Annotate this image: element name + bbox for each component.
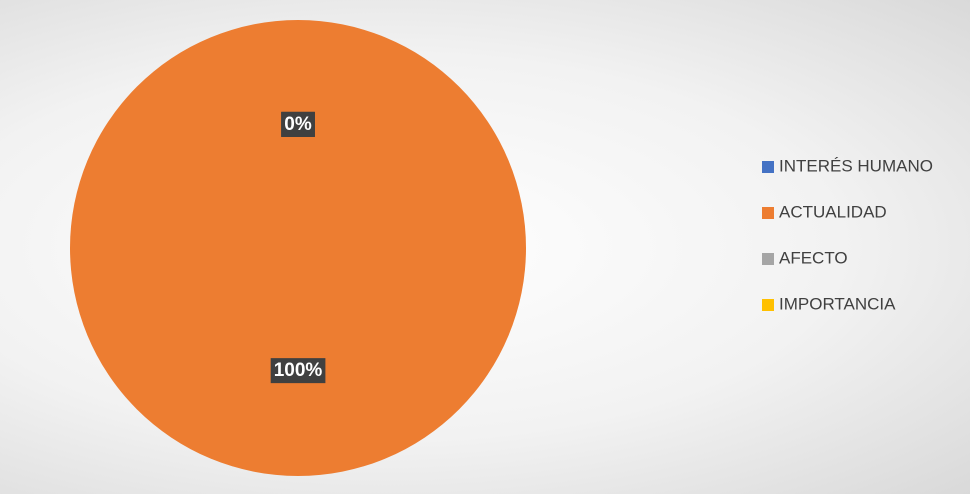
data-label-box	[281, 111, 315, 137]
data-label: 0%	[284, 114, 312, 135]
data-labels: 0%100%0%0%	[270, 111, 326, 384]
data-label-box	[270, 358, 326, 384]
pie	[70, 20, 526, 476]
legend-swatch	[762, 299, 774, 311]
legend-label: AFECTO	[779, 248, 848, 267]
legend-label: INTERÉS HUMANO	[779, 156, 933, 175]
legend-swatch	[762, 253, 774, 265]
legend-swatch	[762, 161, 774, 173]
pie-slice	[70, 20, 526, 476]
legend-label: ACTUALIDAD	[779, 202, 887, 221]
legend-label: IMPORTANCIA	[779, 294, 896, 313]
legend: INTERÉS HUMANO ACTUALIDAD AFECTO IMPORTANCI…	[762, 156, 933, 313]
data-label: 100%	[274, 360, 323, 381]
legend-swatch	[762, 207, 774, 219]
